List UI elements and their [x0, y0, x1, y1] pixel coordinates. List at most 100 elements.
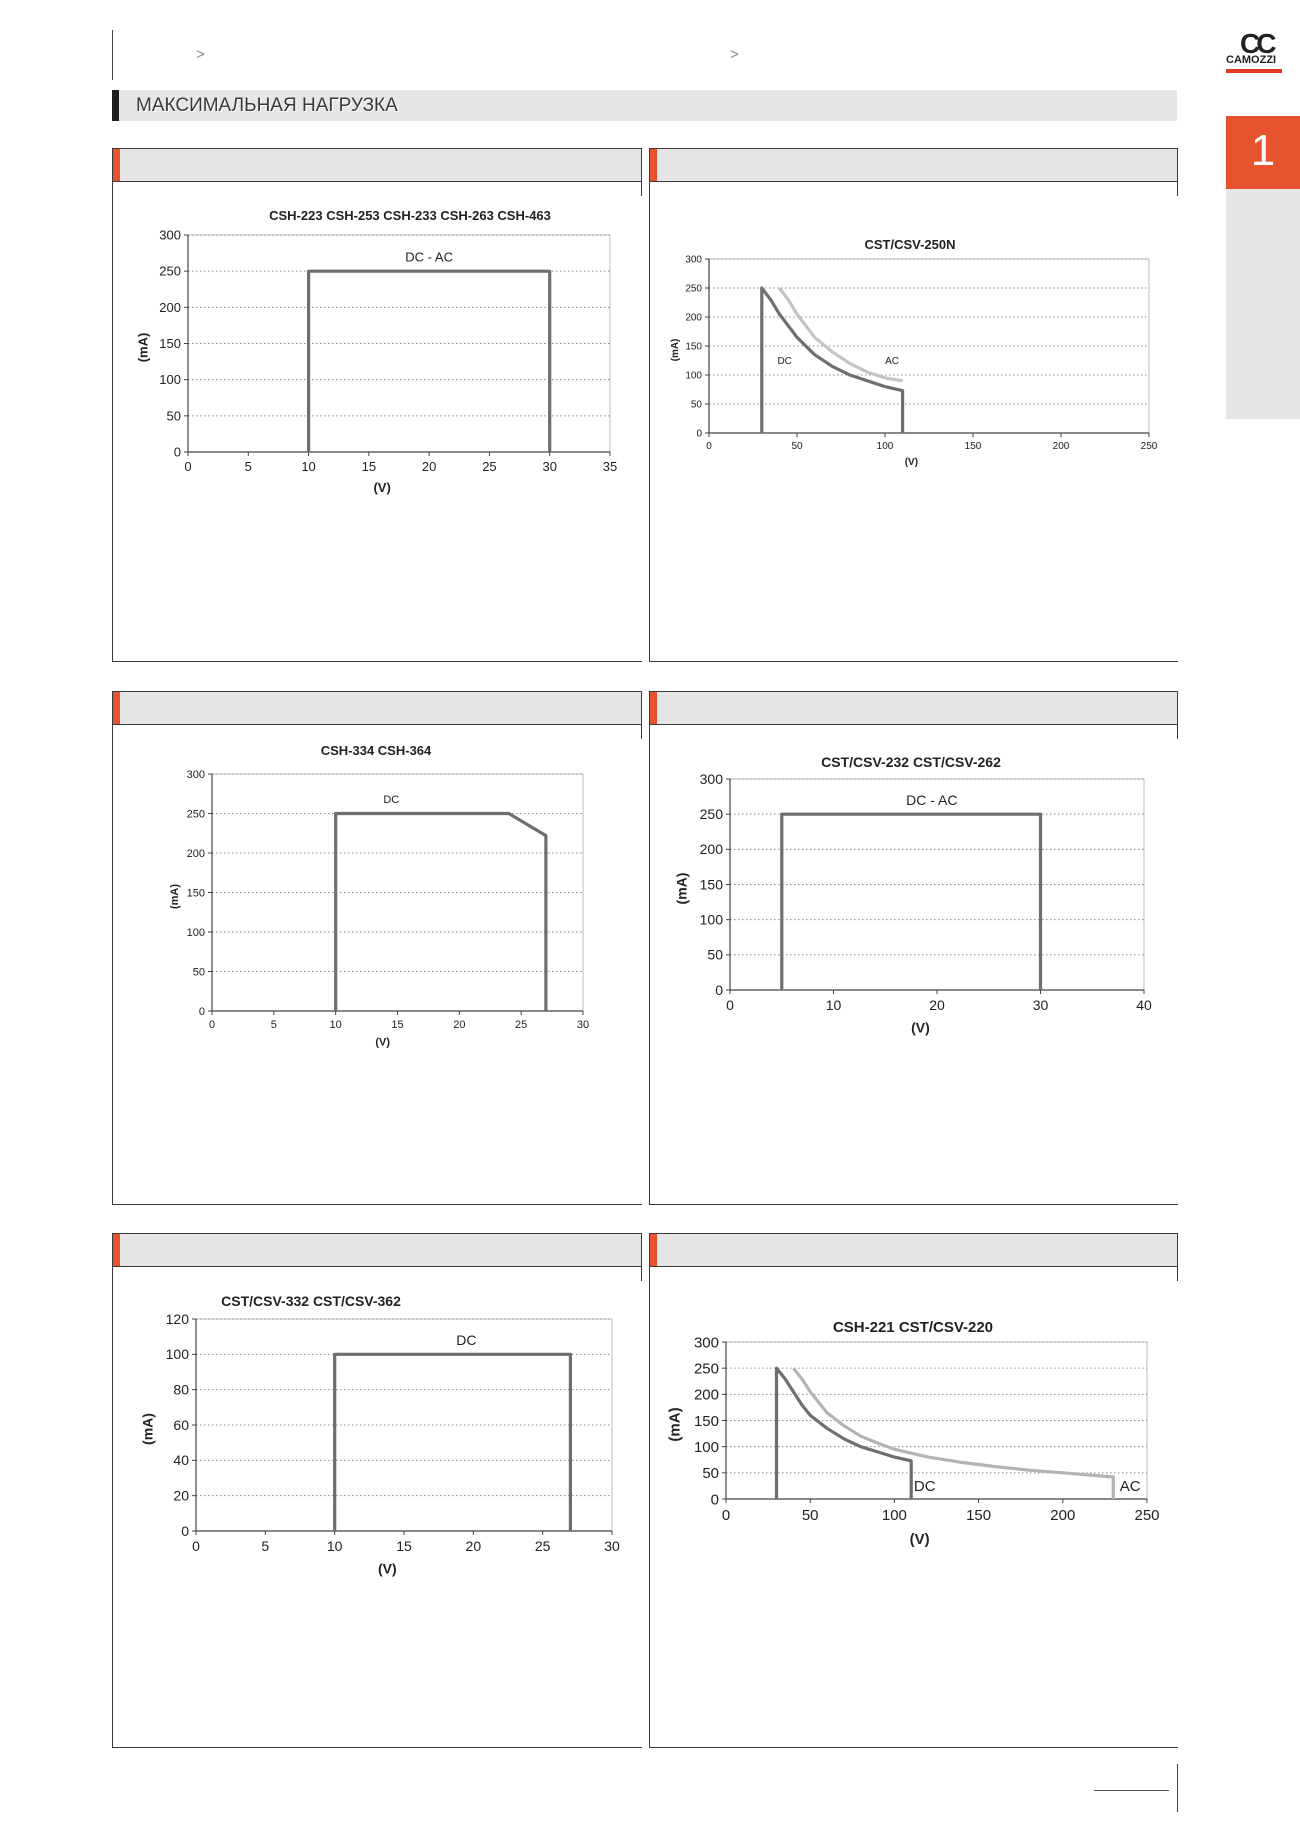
x-tick-label: 100: [877, 441, 894, 452]
x-tick-label: 20: [422, 459, 436, 474]
panel-border: [1177, 148, 1178, 196]
x-tick-label: 15: [391, 1019, 403, 1031]
y-tick-label: 250: [187, 808, 205, 820]
y-tick-label: 300: [159, 228, 181, 243]
section-title: МАКСИМАЛЬНАЯ НАГРУЗКА: [136, 95, 398, 116]
x-tick-label: 25: [482, 459, 496, 474]
side-tab-chapter[interactable]: 1: [1226, 116, 1300, 189]
x-tick-label: 0: [726, 997, 734, 1013]
y-axis-label: (mA): [670, 339, 681, 362]
series-line-dc-ac: [780, 812, 1043, 990]
y-axis-label: (mA): [674, 873, 690, 905]
x-tick-label: 200: [1053, 441, 1070, 452]
x-tick-label: 200: [1050, 1507, 1075, 1524]
section-header-mark: [112, 90, 119, 121]
y-tick-label: 0: [174, 445, 181, 460]
y-tick-label: 50: [707, 947, 723, 963]
panel-header-5: [113, 1233, 642, 1267]
logo-underline: [1226, 69, 1282, 73]
x-axis-label: (V): [911, 1019, 930, 1035]
x-tick-label: 30: [542, 459, 556, 474]
y-tick-label: 250: [694, 1360, 719, 1377]
x-tick-label: 0: [184, 459, 191, 474]
y-tick-label: 200: [694, 1387, 719, 1404]
x-tick-label: 10: [301, 459, 315, 474]
series-annotation: DC - AC: [906, 792, 957, 808]
y-tick-label: 0: [711, 1491, 719, 1508]
y-tick-label: 80: [173, 1382, 189, 1398]
y-tick-label: 100: [685, 371, 702, 382]
y-tick-label: 60: [173, 1417, 189, 1433]
series-line-ac: [792, 1367, 1115, 1499]
x-tick-label: 10: [826, 997, 842, 1013]
y-tick-label: 100: [159, 372, 181, 387]
y-tick-label: 150: [700, 876, 724, 892]
x-tick-label: 30: [1033, 997, 1049, 1013]
y-tick-label: 100: [700, 912, 724, 928]
side-tab-number: 1: [1250, 126, 1276, 175]
panel-header-marker: [650, 149, 657, 181]
x-tick-label: 50: [791, 441, 803, 452]
series-annotation: DC: [777, 356, 791, 367]
chart-title: CST/CSV-232 CST/CSV-262: [821, 754, 1001, 770]
breadcrumb-arrow-2[interactable]: >: [730, 46, 739, 63]
panel-header-marker: [113, 1234, 120, 1266]
x-axis-label: (V): [378, 1560, 397, 1576]
y-tick-label: 300: [187, 769, 205, 781]
chart-panel-2: [649, 148, 1178, 662]
panel-header-marker: [113, 149, 120, 181]
y-tick-label: 100: [187, 927, 205, 939]
x-tick-label: 0: [192, 1538, 200, 1554]
x-tick-label: 20: [466, 1538, 482, 1554]
series-annotation: AC: [1120, 1478, 1141, 1495]
x-tick-label: 15: [396, 1538, 412, 1554]
y-tick-label: 250: [700, 806, 724, 822]
breadcrumb-arrow-1[interactable]: >: [196, 46, 205, 63]
y-tick-label: 0: [696, 429, 702, 440]
y-tick-label: 300: [685, 255, 702, 266]
x-tick-label: 250: [1141, 441, 1158, 452]
y-tick-label: 50: [193, 966, 205, 978]
chart-title: CSH-221 CST/CSV-220: [833, 1319, 993, 1336]
y-tick-label: 50: [167, 408, 181, 423]
x-tick-label: 10: [327, 1538, 343, 1554]
series-line-dc-ac: [307, 269, 552, 452]
y-tick-label: 200: [159, 300, 181, 315]
panel-header-marker: [650, 1234, 657, 1266]
x-tick-label: 150: [966, 1507, 991, 1524]
panel-header-marker: [113, 692, 120, 724]
panel-border: [641, 148, 642, 196]
y-tick-label: 150: [685, 342, 702, 353]
x-tick-label: 30: [577, 1019, 589, 1031]
panel-border: [1177, 691, 1178, 739]
x-tick-label: 0: [706, 441, 712, 452]
panel-header-4: [650, 691, 1178, 725]
x-tick-label: 25: [535, 1538, 551, 1554]
series-line-dc: [334, 811, 548, 1011]
y-tick-label: 120: [166, 1311, 190, 1327]
panel-header-6: [650, 1233, 1178, 1267]
camozzi-logo[interactable]: CC CAMOZZI: [1226, 28, 1286, 76]
x-axis-label: (V): [375, 1037, 390, 1049]
panel-header-1: [113, 148, 642, 182]
x-axis-label: (V): [373, 480, 390, 495]
chart-title: CST/CSV-332 CST/CSV-362: [221, 1293, 401, 1309]
x-tick-label: 10: [330, 1019, 342, 1031]
x-tick-label: 40: [1136, 997, 1152, 1013]
chart-panel-1: [112, 148, 642, 662]
y-tick-label: 40: [173, 1452, 189, 1468]
y-tick-label: 200: [187, 848, 205, 860]
chart-title: CSH-334 CSH-364: [321, 743, 432, 758]
chart-panel-5: [112, 1233, 642, 1748]
y-tick-label: 0: [715, 982, 723, 998]
logo-mark: CC: [1240, 28, 1277, 59]
series-line-ac: [778, 287, 903, 383]
y-tick-label: 100: [694, 1439, 719, 1456]
y-tick-label: 20: [173, 1488, 189, 1504]
y-tick-label: 250: [159, 264, 181, 279]
